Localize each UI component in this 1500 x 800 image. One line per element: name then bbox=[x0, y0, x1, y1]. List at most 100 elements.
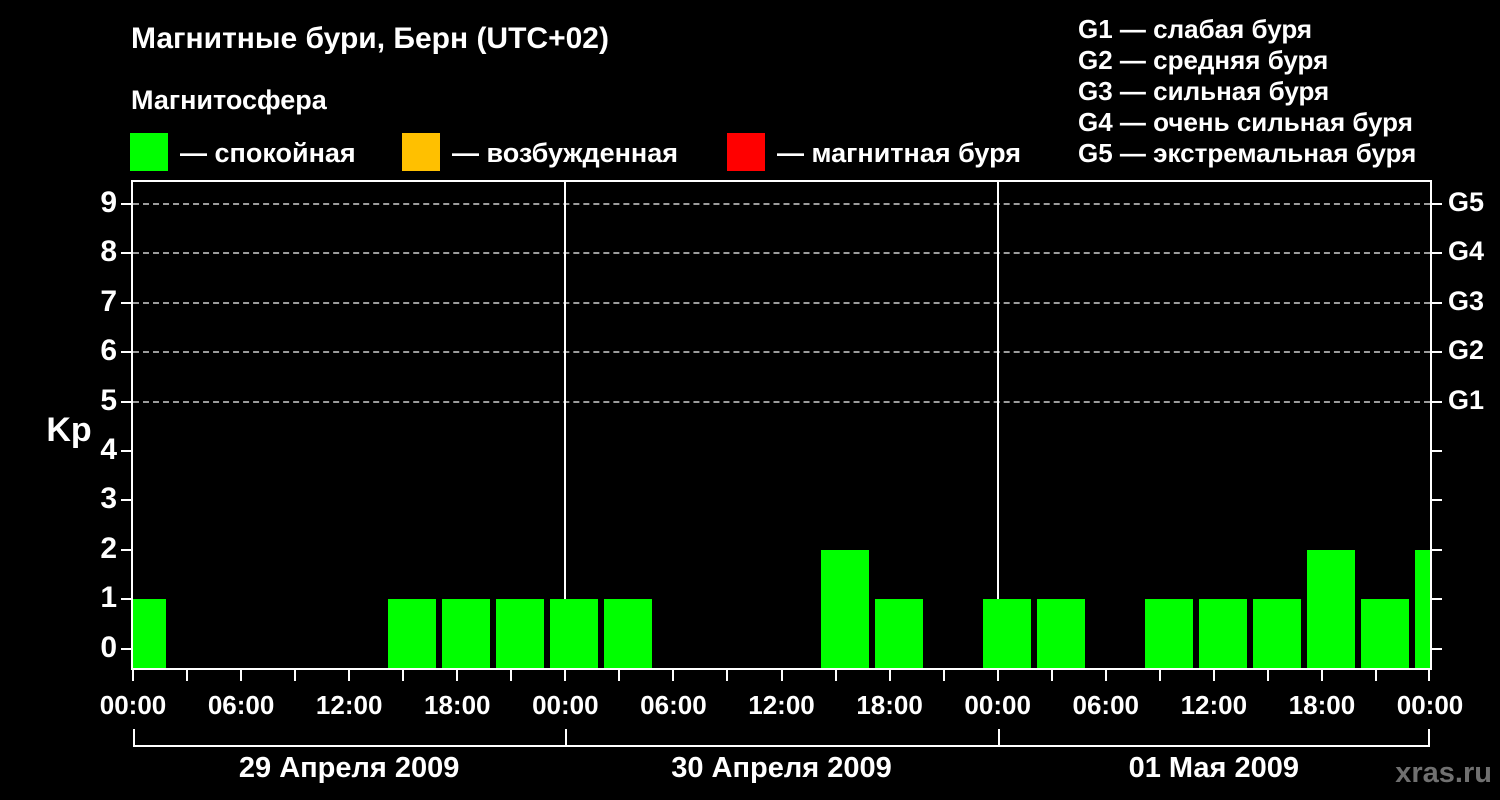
time-tick bbox=[1212, 670, 1215, 681]
kp-bar bbox=[1198, 599, 1247, 668]
day-separator-line bbox=[564, 182, 567, 668]
kp-gridline bbox=[133, 351, 1430, 354]
time-tick bbox=[618, 670, 621, 681]
y-tick bbox=[121, 351, 131, 354]
time-tick bbox=[672, 670, 675, 681]
time-tick bbox=[888, 670, 891, 681]
y-tick-label: 9 bbox=[100, 185, 117, 219]
kp-bar bbox=[1252, 599, 1301, 668]
time-tick bbox=[780, 670, 783, 681]
kp-gridline bbox=[133, 400, 1430, 403]
plot-area bbox=[131, 180, 1432, 670]
kp-bar bbox=[1360, 599, 1409, 668]
y-tick bbox=[121, 499, 131, 502]
legend-label-quiet: — спокойная bbox=[180, 138, 356, 168]
y-tick-right bbox=[1432, 449, 1442, 452]
g-scale-label: G2 bbox=[1448, 335, 1485, 366]
y-tick bbox=[121, 598, 131, 601]
time-tick bbox=[1320, 670, 1323, 681]
kp-bar bbox=[496, 599, 545, 668]
legend-swatch-storm-icon bbox=[727, 133, 765, 171]
y-tick-label: 2 bbox=[100, 531, 117, 565]
y-tick bbox=[121, 301, 131, 304]
time-tick bbox=[294, 670, 297, 681]
time-tick-label: 18:00 bbox=[1288, 690, 1356, 720]
legend-label-unsettled: — возбужденная bbox=[452, 138, 678, 168]
y-tick bbox=[121, 252, 131, 255]
storm-scale-g3: G3 — сильная буря bbox=[1078, 76, 1330, 106]
date-axis-tick bbox=[1428, 729, 1430, 747]
kp-bar bbox=[874, 599, 923, 668]
kp-bar bbox=[388, 599, 437, 668]
kp-bar bbox=[1414, 549, 1430, 668]
kp-gridline bbox=[133, 202, 1430, 205]
y-tick-right bbox=[1432, 202, 1442, 205]
storm-scale-g5: G5 — экстремальная буря bbox=[1078, 138, 1417, 168]
g-scale-label: G1 bbox=[1448, 384, 1485, 415]
y-tick-label: 1 bbox=[100, 581, 117, 615]
kp-bar bbox=[442, 599, 491, 668]
y-tick bbox=[121, 400, 131, 403]
y-tick bbox=[121, 647, 131, 650]
time-tick bbox=[402, 670, 405, 681]
time-tick-label: 06:00 bbox=[207, 690, 275, 720]
storm-scale-g1: G1 — слабая буря bbox=[1078, 14, 1313, 44]
kp-bar bbox=[1306, 549, 1355, 668]
g-scale-label: G4 bbox=[1448, 236, 1485, 267]
time-tick bbox=[726, 670, 729, 681]
y-tick-right bbox=[1432, 499, 1442, 502]
legend-swatch-unsettled-icon bbox=[402, 133, 440, 171]
kp-bar bbox=[1144, 599, 1193, 668]
date-axis-tick bbox=[133, 729, 135, 747]
time-tick bbox=[1428, 670, 1430, 681]
time-tick-label: 00:00 bbox=[99, 690, 167, 720]
y-tick bbox=[121, 548, 131, 551]
y-axis-label: Kp bbox=[46, 411, 92, 449]
time-tick bbox=[1266, 670, 1269, 681]
time-tick bbox=[834, 670, 837, 681]
storm-scale-g4: G4 — очень сильная буря bbox=[1078, 107, 1413, 137]
y-tick-right bbox=[1432, 548, 1442, 551]
time-tick bbox=[348, 670, 351, 681]
g-scale-label: G5 bbox=[1448, 186, 1485, 217]
time-tick bbox=[186, 670, 189, 681]
y-tick-label: 6 bbox=[100, 334, 117, 368]
date-axis-line bbox=[133, 745, 1430, 747]
time-tick bbox=[132, 670, 134, 681]
y-tick-right bbox=[1432, 647, 1442, 650]
kp-bar bbox=[982, 599, 1031, 668]
time-tick bbox=[1104, 670, 1107, 681]
day-separator-line bbox=[996, 182, 999, 668]
y-tick-label: 0 bbox=[100, 630, 117, 664]
time-tick-label: 06:00 bbox=[640, 690, 707, 720]
date-label: 01 Мая 2009 bbox=[1128, 752, 1300, 784]
y-tick-label: 7 bbox=[100, 284, 117, 318]
time-tick-label: 00:00 bbox=[532, 690, 599, 720]
legend-label-storm: — магнитная буря bbox=[777, 138, 1021, 168]
y-tick bbox=[121, 202, 131, 205]
kp-bar bbox=[550, 599, 599, 668]
storm-scale-g2: G2 — средняя буря bbox=[1078, 45, 1329, 75]
watermark: xras.ru bbox=[1395, 757, 1492, 789]
time-tick bbox=[1374, 670, 1377, 681]
time-tick bbox=[564, 670, 567, 681]
date-label: 29 Апреля 2009 bbox=[238, 752, 460, 784]
date-axis-tick bbox=[565, 729, 568, 747]
time-tick bbox=[1050, 670, 1053, 681]
kp-bar bbox=[1036, 599, 1085, 668]
y-tick-right bbox=[1432, 400, 1442, 403]
time-tick bbox=[996, 670, 999, 681]
time-tick bbox=[1158, 670, 1161, 681]
kp-bar bbox=[820, 549, 869, 668]
kp-bar bbox=[604, 599, 653, 668]
time-tick bbox=[456, 670, 459, 681]
y-tick-label: 4 bbox=[100, 432, 117, 466]
y-tick-right bbox=[1432, 598, 1442, 601]
chart-subtitle: Магнитосфера bbox=[131, 85, 327, 115]
g-scale-label: G3 bbox=[1448, 285, 1485, 316]
y-tick-label: 5 bbox=[100, 383, 117, 417]
y-tick-right bbox=[1432, 252, 1442, 255]
time-tick bbox=[240, 670, 243, 681]
y-tick-right bbox=[1432, 301, 1442, 304]
